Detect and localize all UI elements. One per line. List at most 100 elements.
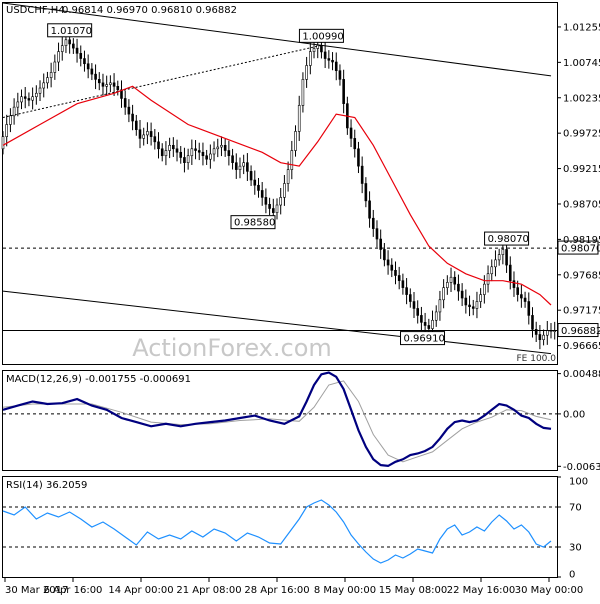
candle-body	[523, 297, 527, 302]
candle-body	[334, 61, 338, 71]
candle-body	[53, 61, 57, 73]
candle-body	[434, 311, 438, 321]
candle-body	[149, 131, 153, 137]
candle-body	[216, 146, 220, 150]
reference-level-box-frame	[557, 323, 599, 338]
price-annotation-frame	[230, 215, 276, 230]
candle-body	[209, 153, 212, 160]
candle-body	[468, 304, 471, 308]
macd-title: MACD(12,26,9) -0.001755 -0.000691	[6, 374, 191, 385]
candle-body	[234, 162, 238, 170]
candle-body	[553, 330, 557, 332]
candle-body	[16, 101, 20, 108]
main-y-tick-label: 0.97685	[563, 270, 600, 281]
candle-body	[27, 98, 31, 101]
candle-body	[275, 204, 279, 213]
header-ohlc: 0.96814 0.96970 0.96810 0.96882	[62, 5, 237, 16]
candle-body	[238, 165, 242, 170]
candle-body	[164, 150, 168, 157]
main-y-tick-label: 1.01255	[563, 22, 600, 33]
candle-body	[427, 325, 431, 329]
candle-body	[86, 63, 90, 70]
main-y-tick-label: 0.98195	[563, 235, 600, 246]
candle-body	[116, 86, 120, 91]
candle-body	[512, 280, 516, 288]
candle-body	[297, 105, 301, 132]
candle-body	[475, 301, 479, 309]
candle-body	[146, 131, 149, 136]
candle-body	[438, 299, 442, 313]
candle-body	[46, 77, 49, 84]
candle-body	[49, 72, 53, 78]
candle-body	[283, 183, 286, 198]
price-annotation: 0.98070	[484, 231, 530, 246]
main-chart-layer: 1.01070 1.00990 0.98580 0.98070 0.96910	[1, 2, 557, 355]
candle-body	[57, 51, 60, 63]
candle-body	[542, 334, 545, 341]
trend-dotted-line	[2, 44, 322, 118]
candle-body	[105, 84, 108, 87]
reference-level-box-frame	[557, 240, 599, 255]
candle-body	[483, 283, 486, 295]
candle-body	[120, 89, 123, 99]
channel-lower-line	[2, 290, 552, 355]
candle-body	[1, 136, 5, 150]
macd-signal-line	[2, 380, 552, 463]
fe-label: FE 100.0	[517, 354, 557, 364]
candle-body	[227, 150, 231, 157]
candle-body	[431, 319, 434, 329]
candle-body	[131, 113, 134, 122]
candle-body	[38, 87, 42, 94]
candle-body	[183, 157, 186, 163]
candle-body	[383, 249, 386, 261]
macd-line	[2, 371, 552, 468]
price-annotation-label: 0.98070	[488, 234, 529, 245]
header-symbol: USDCHF,H4	[6, 5, 65, 16]
rsi-y-tick-label: 30	[569, 543, 582, 554]
candle-body	[79, 53, 83, 59]
candle-body	[194, 148, 197, 151]
x-tick-label: 15 May 08:00	[379, 585, 448, 596]
candle-body	[545, 330, 549, 336]
candle-body	[75, 47, 79, 54]
candle-body	[268, 204, 271, 209]
candle-body	[231, 155, 234, 163]
candle-body	[486, 273, 490, 285]
x-tick-label: 21 Apr 08:00	[176, 585, 241, 596]
main-y-tick-label: 1.00235	[563, 93, 600, 104]
price-annotation: 0.96910	[400, 331, 446, 346]
candle-body	[390, 264, 394, 271]
x-tick-label: 14 Apr 00:00	[108, 585, 173, 596]
candle-body	[101, 82, 105, 87]
candle-body	[405, 287, 408, 295]
price-annotation-frame	[400, 331, 446, 346]
candle-body	[5, 124, 9, 137]
candle-body	[223, 145, 227, 151]
price-annotation: 0.98580	[230, 215, 276, 230]
main-y-tick-label: 1.00745	[563, 58, 600, 69]
candle-body	[416, 308, 420, 316]
candle-body	[142, 134, 146, 139]
macd-chart-layer	[2, 371, 557, 468]
candle-body	[312, 48, 316, 52]
rsi-title: RSI(14) 36.2059	[6, 480, 87, 491]
candle-body	[264, 197, 268, 205]
candle-body	[397, 275, 401, 281]
rsi-y-tick-label: 70	[569, 503, 582, 514]
candle-body	[138, 129, 142, 139]
candle-body	[286, 169, 290, 184]
candle-body	[294, 131, 297, 151]
candle-body	[257, 184, 260, 191]
candle-body	[457, 283, 460, 292]
x-tick-label: 30 May 00:00	[515, 585, 584, 596]
x-tick-label: 28 Apr 16:00	[244, 585, 309, 596]
candle-body	[127, 106, 131, 115]
price-annotation-label: 1.01070	[51, 26, 92, 37]
reference-level-box: 0.96882	[557, 323, 600, 338]
candle-body	[64, 39, 68, 46]
candle-body	[320, 45, 323, 53]
x-tick-label: 8 May 00:00	[314, 585, 376, 596]
candle-body	[68, 39, 71, 45]
macd-y-tick-label: 0.004883	[563, 369, 600, 380]
candle-body	[253, 179, 257, 186]
